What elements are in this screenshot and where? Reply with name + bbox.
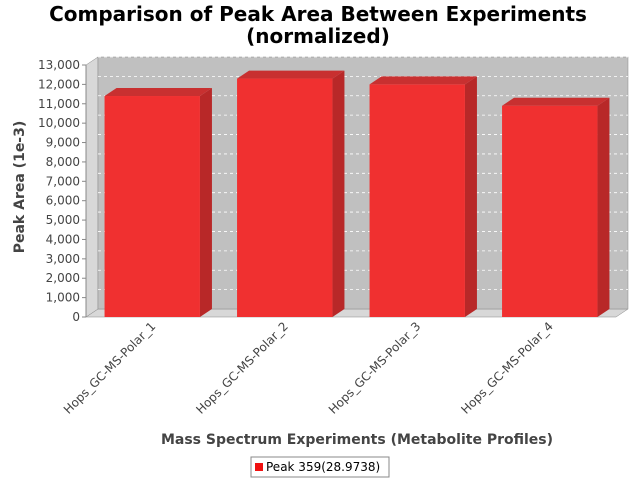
y-tick-label: 3,000 xyxy=(46,252,80,266)
bar xyxy=(237,70,345,317)
grid-lines xyxy=(98,56,628,291)
bar-top xyxy=(369,76,477,85)
bar-side xyxy=(199,88,212,317)
y-tick-label: 6,000 xyxy=(46,194,80,208)
legend-label: Peak 359(28.9738) xyxy=(266,460,380,474)
bar-face xyxy=(369,84,465,317)
bar-face xyxy=(237,78,333,317)
bar xyxy=(104,88,212,317)
bar-top xyxy=(237,70,345,79)
chart-title-line2: (normalized) xyxy=(246,24,390,48)
y-tick-label: 10,000 xyxy=(38,116,80,130)
y-tick-label: 12,000 xyxy=(38,77,80,91)
y-tick-label: 4,000 xyxy=(46,232,80,246)
x-tick-label: Hops_GC-MS-Polar_2 xyxy=(193,319,291,417)
bar-face xyxy=(104,96,200,317)
y-tick-label: 2,000 xyxy=(46,271,80,285)
bar-top xyxy=(502,97,610,106)
y-tick-label: 9,000 xyxy=(46,136,80,150)
legend-swatch xyxy=(255,463,263,471)
bar-side xyxy=(332,70,345,317)
bars xyxy=(104,70,610,317)
y-tick-label: 1,000 xyxy=(46,291,80,305)
chart-title-line1: Comparison of Peak Area Between Experime… xyxy=(49,2,587,26)
bar xyxy=(369,76,477,317)
plot-side-wall xyxy=(85,56,99,318)
x-tick-label: Hops_GC-MS-Polar_1 xyxy=(61,319,159,417)
legend xyxy=(250,456,390,478)
bar-side xyxy=(464,76,477,317)
y-tick-label: 0 xyxy=(72,310,80,324)
bar-face xyxy=(502,105,598,317)
y-axis-label: Peak Area (1e-3) xyxy=(12,121,28,254)
x-tick-label: Hops_GC-MS-Polar_4 xyxy=(458,319,556,417)
y-tick-label: 13,000 xyxy=(38,58,80,72)
bar-side xyxy=(597,97,610,317)
x-axis-ticks: Hops_GC-MS-Polar_1 Hops_GC-MS-Polar_2 Hops… xyxy=(61,319,556,417)
y-tick-label: 5,000 xyxy=(46,213,80,227)
x-axis-label: Mass Spectrum Experiments (Metabolite Pr… xyxy=(161,432,553,448)
bar xyxy=(502,97,610,317)
x-tick-label: Hops_GC-MS-Polar_3 xyxy=(326,319,424,417)
bar-top xyxy=(104,88,212,97)
y-tick-label: 11,000 xyxy=(38,97,80,111)
y-tick-label: 7,000 xyxy=(46,174,80,188)
y-tick-label: 8,000 xyxy=(46,155,80,169)
y-axis-ticks: 0 1,000 2,000 3,000 4,000 5,000 6,000 7,000 8,00… xyxy=(38,58,86,324)
